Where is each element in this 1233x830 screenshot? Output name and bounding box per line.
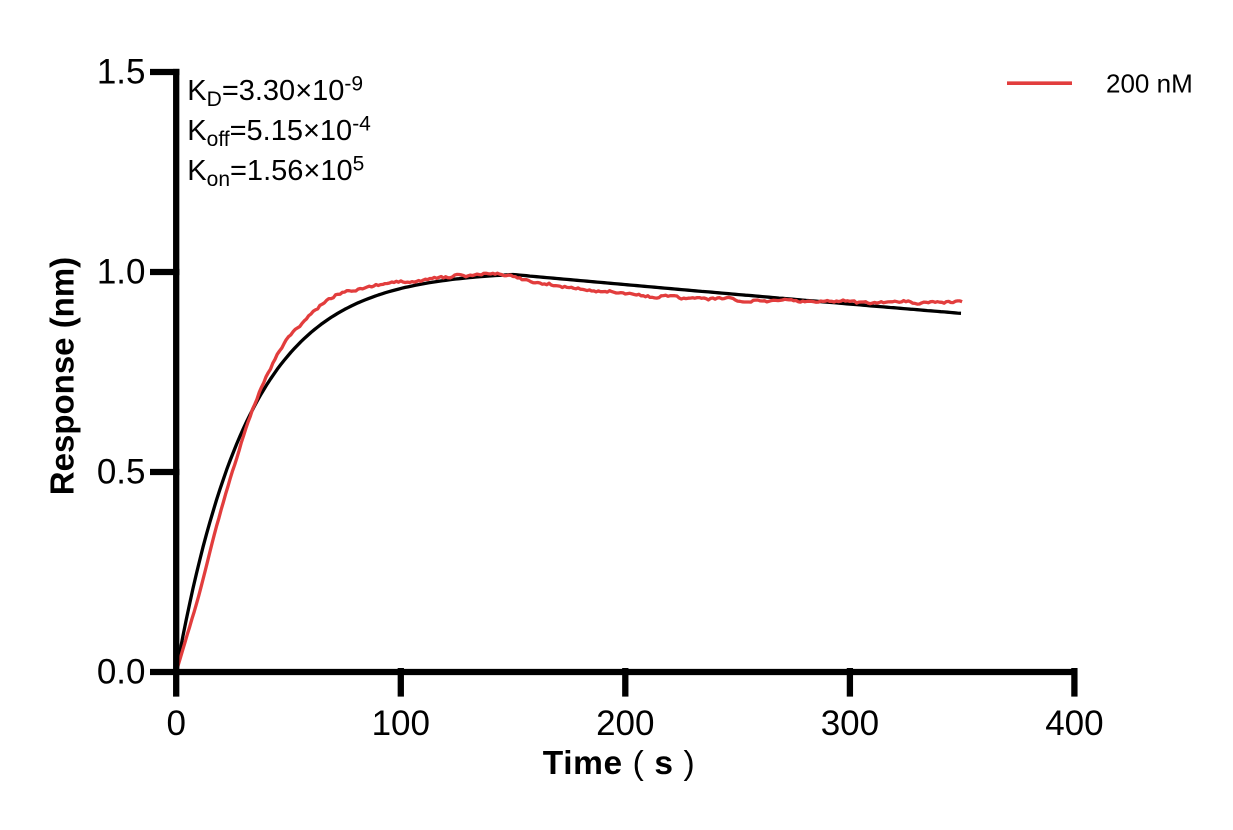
svg-text:200 nM: 200 nM [1106,69,1193,99]
svg-text:300: 300 [821,704,879,743]
svg-text:200: 200 [596,704,654,743]
svg-text:0.5: 0.5 [97,452,146,491]
svg-text:Kon=1.56×105: Kon=1.56×105 [187,153,364,192]
svg-text:Time ( s ): Time ( s ) [543,745,695,782]
svg-text:0.0: 0.0 [97,652,146,691]
svg-text:400: 400 [1045,704,1103,743]
svg-text:Koff=5.15×10-4: Koff=5.15×10-4 [187,113,371,152]
svg-text:1.5: 1.5 [97,52,146,91]
svg-text:1.0: 1.0 [97,252,146,291]
svg-text:0: 0 [166,704,185,743]
svg-text:100: 100 [372,704,430,743]
svg-text:KD=3.30×10-9: KD=3.30×10-9 [187,73,363,112]
svg-text:Response (nm): Response (nm) [43,257,80,495]
